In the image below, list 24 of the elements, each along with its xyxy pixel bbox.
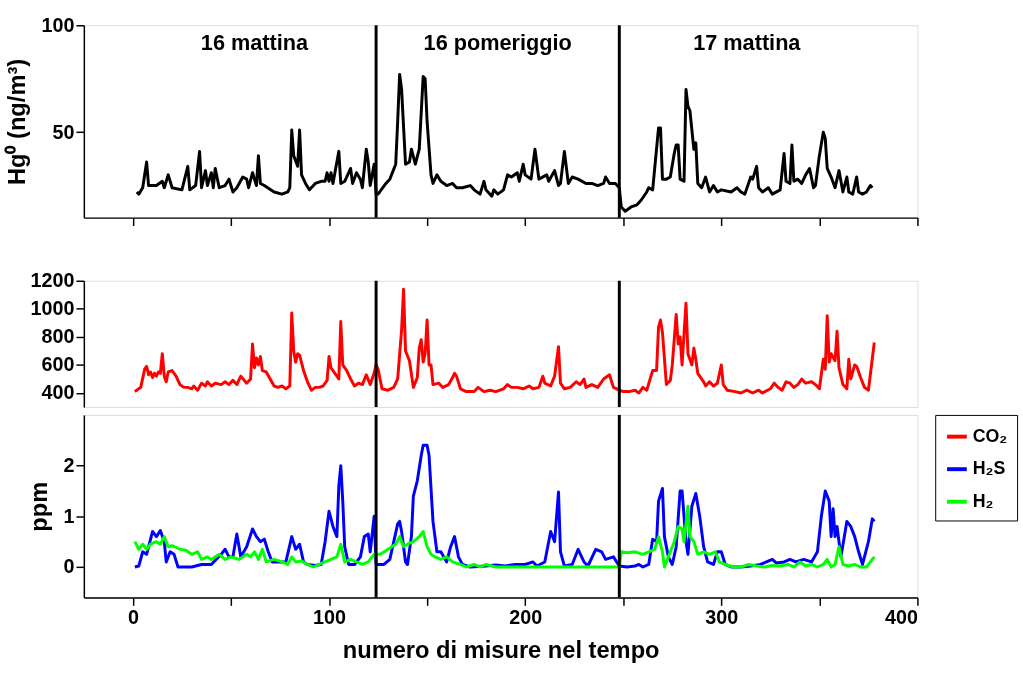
legend-label: H₂: [972, 490, 994, 511]
y-tick-label: 1: [63, 504, 75, 527]
x-tick-label: 200: [509, 605, 543, 628]
annotation: 16 mattina: [200, 29, 310, 55]
y-axis-title: Hg⁰ (ng/m³): [3, 58, 30, 186]
annotation: 17 mattina: [693, 29, 802, 55]
y-tick-label: 600: [41, 353, 75, 376]
x-tick-label: 100: [313, 605, 346, 628]
y-tick-label: 1200: [30, 269, 75, 292]
y-tick-label: 50: [52, 120, 75, 143]
legend-label: CO₂: [972, 425, 1008, 446]
y-tick-label: 1000: [30, 297, 75, 320]
annotation: 16 pomeriggio: [423, 29, 572, 55]
x-axis-title: numero di misure nel tempo: [342, 637, 660, 664]
y-tick-label: 0: [63, 555, 75, 578]
x-tick-label: 300: [705, 605, 739, 628]
legend-label: H₂S: [972, 458, 1006, 479]
y-tick-label: 100: [41, 13, 75, 36]
x-tick-label: 0: [127, 605, 139, 628]
x-tick-label: 400: [885, 605, 918, 628]
y-tick-label: 400: [41, 381, 75, 404]
y-tick-label: 800: [41, 325, 75, 348]
y-tick-label: 2: [63, 454, 75, 477]
y-axis-title: ppm: [25, 481, 52, 532]
